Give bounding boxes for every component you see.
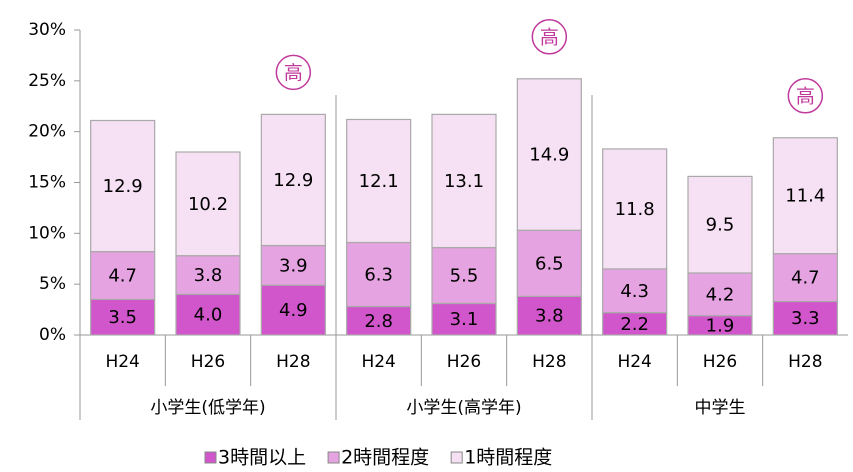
x-tick-label: H24	[617, 352, 651, 372]
value-label: 11.4	[785, 186, 825, 207]
bar-segment	[90, 251, 156, 301]
bar-segment	[772, 253, 838, 303]
value-label: 13.1	[444, 171, 484, 192]
value-label: 4.3	[620, 281, 649, 302]
value-label: 1.9	[706, 315, 735, 336]
value-label: 9.5	[706, 215, 735, 236]
value-label: 6.3	[364, 265, 393, 286]
bar-segment	[260, 113, 326, 247]
x-tick-label: H28	[788, 352, 822, 372]
value-label: 2.8	[364, 311, 393, 332]
annotation: 高	[284, 62, 303, 84]
value-label: 12.1	[359, 171, 399, 192]
x-tick-label: H26	[191, 352, 225, 372]
value-label: 4.7	[791, 268, 820, 289]
y-tick-label: 30%	[28, 20, 66, 40]
bar-segment	[175, 151, 241, 257]
bar-segment	[516, 78, 582, 231]
value-label: 2.2	[620, 314, 649, 335]
value-label: 11.8	[615, 199, 655, 220]
bar-segment	[175, 293, 241, 336]
bar-segment	[260, 244, 326, 286]
legend-swatch	[327, 451, 340, 464]
value-label: 3.9	[279, 255, 308, 276]
y-tick-label: 0%	[39, 325, 66, 345]
value-label: 3.5	[108, 307, 137, 328]
annotation-circle	[531, 19, 568, 55]
legend-label: 3時間以上	[218, 447, 306, 469]
legend-label: 2時間程度	[341, 447, 429, 469]
x-tick-label: H28	[532, 352, 566, 372]
bar-segment	[772, 137, 838, 255]
value-label: 4.2	[706, 284, 735, 305]
x-tick-label: H24	[105, 352, 139, 372]
value-label: 3.3	[791, 308, 820, 329]
bar-segment	[602, 148, 668, 270]
value-label: 5.5	[450, 266, 479, 287]
bar-segment	[431, 246, 497, 305]
annotation: 高	[796, 85, 815, 107]
value-label: 3.1	[450, 309, 479, 330]
value-label: 3.8	[194, 265, 223, 286]
value-label: 4.7	[108, 266, 137, 287]
x-tick-label: H24	[361, 352, 395, 372]
y-tick-label: 15%	[28, 173, 66, 193]
value-label: 12.9	[273, 170, 313, 191]
y-tick-label: 10%	[28, 223, 66, 243]
value-label: 10.2	[188, 194, 228, 215]
legend-swatch	[204, 451, 217, 464]
y-tick-label: 5%	[39, 274, 66, 294]
bar-segment	[516, 229, 582, 297]
group-label: 小学生(低学年)	[150, 398, 265, 418]
value-label: 14.9	[529, 145, 569, 166]
value-label: 3.8	[535, 306, 564, 327]
annotation: 高	[540, 26, 559, 48]
group-label: 小学生(高学年)	[406, 398, 521, 418]
group-label: 中学生	[695, 398, 746, 418]
bar-segment	[602, 268, 668, 314]
legend-label: 1時間程度	[464, 447, 552, 469]
bar-segment	[687, 272, 753, 317]
value-label: 4.0	[194, 305, 223, 326]
value-label: 12.9	[103, 176, 143, 197]
bar-segment	[346, 118, 412, 244]
y-tick-label: 25%	[28, 71, 66, 91]
annotation-circle	[787, 78, 824, 114]
bar-segment	[516, 295, 582, 336]
bar-segment	[346, 305, 412, 336]
legend-swatch	[450, 451, 463, 464]
bar-segment	[346, 241, 412, 308]
bar-segment	[90, 119, 156, 253]
value-label: 6.5	[535, 253, 564, 274]
bar-segment	[687, 175, 753, 274]
x-tick-label: H28	[276, 352, 310, 372]
value-label: 4.9	[279, 300, 308, 321]
x-tick-label: H26	[703, 352, 737, 372]
x-tick-label: H26	[447, 352, 481, 372]
y-tick-label: 20%	[28, 122, 66, 142]
bar-segment	[431, 113, 497, 249]
annotation-circle	[275, 54, 312, 91]
